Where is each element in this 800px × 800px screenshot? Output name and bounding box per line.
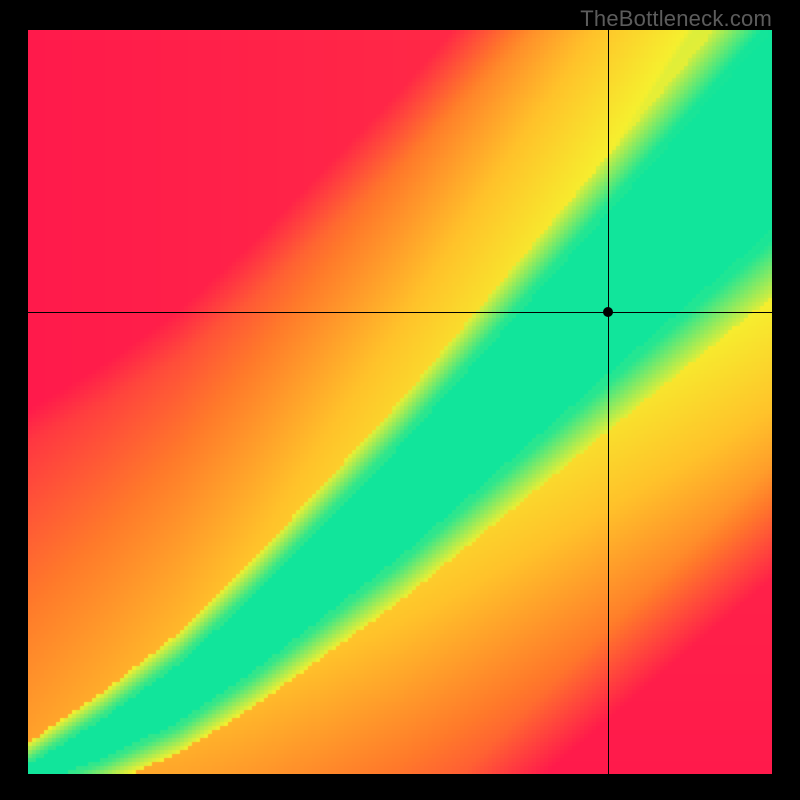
watermark-text: TheBottleneck.com — [580, 6, 772, 32]
plot-area — [28, 30, 772, 774]
figure-root: TheBottleneck.com — [0, 0, 800, 800]
heatmap-canvas — [28, 30, 772, 774]
